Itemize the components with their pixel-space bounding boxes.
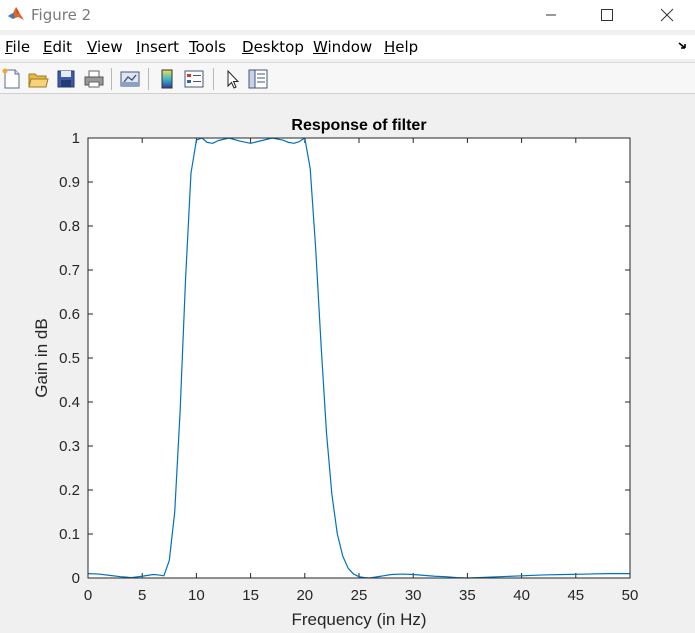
x-tick-label: 40 <box>513 587 530 604</box>
x-tick-label: 15 <box>242 587 259 604</box>
y-tick-label: 0.9 <box>59 174 80 191</box>
x-tick-label: 45 <box>567 587 584 604</box>
window-title: Figure 2 <box>31 6 92 24</box>
y-tick-label: 0.4 <box>59 394 80 411</box>
maximize-icon <box>601 9 613 21</box>
axes-background[interactable] <box>88 138 630 578</box>
open-file-icon[interactable] <box>27 68 49 90</box>
x-axis-label: Frequency (in Hz) <box>291 610 426 629</box>
x-tick-label: 0 <box>84 587 92 604</box>
x-tick-label: 10 <box>188 587 205 604</box>
axes-box <box>87 137 631 579</box>
y-tick-label: 0.6 <box>59 306 80 323</box>
x-tick-label: 20 <box>296 587 313 604</box>
save-icon[interactable] <box>55 68 77 90</box>
menu-window[interactable]: Window <box>313 38 373 56</box>
close-button[interactable] <box>644 0 690 30</box>
y-tick-label: 0.3 <box>59 438 80 455</box>
menu-view[interactable]: View <box>87 38 123 56</box>
axes[interactable]: 0 5 10 15 20 25 30 35 40 45 50 0 0.1 0.2 0.3 0.4 0.5 0.6 0… <box>32 117 638 629</box>
y-tick-label: 0.7 <box>59 262 80 279</box>
x-tick-label: 50 <box>622 587 639 604</box>
toolbar-separator <box>148 68 149 90</box>
y-tick-label: 0 <box>72 570 80 587</box>
y-axis-label: Gain in dB <box>32 318 51 397</box>
title-bar: Figure 2 <box>0 0 695 30</box>
x-tick-label: 25 <box>351 587 368 604</box>
menu-edit[interactable]: Edit <box>43 38 73 56</box>
y-tick-label: 1 <box>72 130 80 147</box>
menu-help[interactable]: Help <box>384 38 419 56</box>
y-tick-label: 0.1 <box>59 526 80 543</box>
toolbar <box>0 62 695 94</box>
legend-icon[interactable] <box>183 68 205 90</box>
chart-title: Response of filter <box>291 117 426 134</box>
series-line[interactable] <box>87 137 630 579</box>
edit-plot-pointer-icon[interactable] <box>221 68 243 90</box>
menu-desktop[interactable]: Desktop <box>242 38 304 56</box>
x-tick-label: 35 <box>459 587 476 604</box>
menu-tools[interactable]: Tools <box>189 38 226 56</box>
y-tick-label: 0.2 <box>59 482 80 499</box>
menu-bar: File Edit View Insert Tools Desktop Wind… <box>0 35 695 59</box>
new-figure-icon[interactable] <box>1 68 23 90</box>
y-tick-label: 0.5 <box>59 350 80 367</box>
x-tick-label: 30 <box>405 587 422 604</box>
menu-file[interactable]: File <box>5 38 31 56</box>
link-plot-icon[interactable] <box>119 68 141 90</box>
y-tick-label: 0.8 <box>59 218 80 235</box>
property-inspector-icon[interactable] <box>247 68 269 90</box>
plot-figure: 0 5 10 15 20 25 30 35 40 45 50 0 0.1 0.2 0.3 0.4 0.5 0.6 0… <box>32 117 638 629</box>
x-tick-label: 5 <box>138 587 146 604</box>
matlab-logo-icon <box>7 5 25 23</box>
minimize-icon <box>546 14 556 16</box>
maximize-button[interactable] <box>584 0 630 30</box>
dock-arrow-icon[interactable] <box>677 40 689 52</box>
toolbar-separator <box>213 68 214 90</box>
colorbar-icon[interactable] <box>156 68 178 90</box>
toolbar-separator <box>111 68 112 90</box>
print-icon[interactable] <box>83 68 105 90</box>
minimize-button[interactable] <box>528 0 574 30</box>
close-icon <box>660 8 674 22</box>
menu-insert[interactable]: Insert <box>136 38 180 56</box>
